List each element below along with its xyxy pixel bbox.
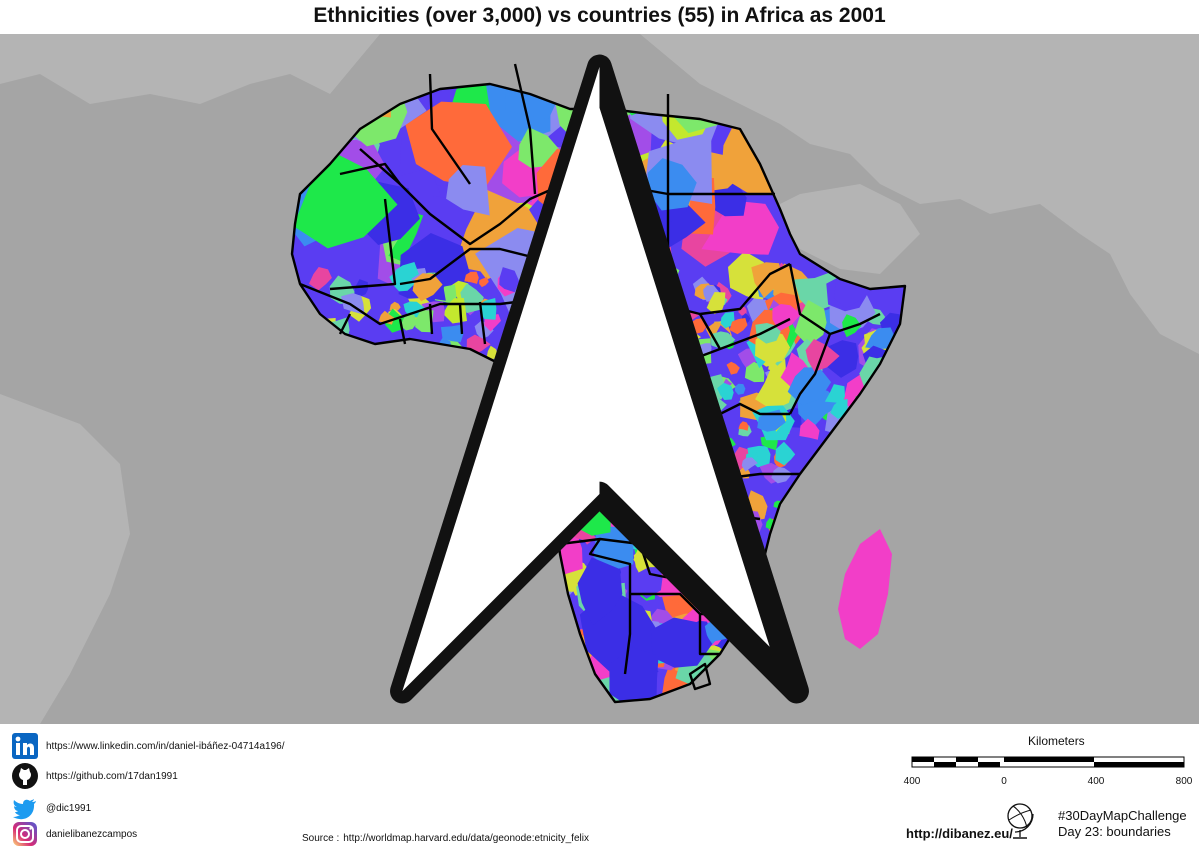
twitter-icon xyxy=(13,799,36,820)
source-citation: Source : http://worldmap.harvard.edu/data… xyxy=(298,833,589,844)
twitter-handle: @dic1991 xyxy=(46,802,92,814)
source-label: Source : xyxy=(302,833,340,844)
scale-label: 400 xyxy=(903,776,921,787)
instagram-handle: danielibanezcampos xyxy=(46,828,138,840)
ethnic-region xyxy=(720,311,735,329)
ethnic-region xyxy=(650,617,713,668)
ethnic-region xyxy=(830,398,848,419)
linkedin-link[interactable]: https://www.linkedin.com/in/daniel-ibáñe… xyxy=(12,732,284,760)
ethnic-region xyxy=(593,525,634,571)
scale-label: 0 xyxy=(1001,776,1007,787)
github-link[interactable]: https://github.com/17dan1991 xyxy=(12,762,178,790)
ethnic-region xyxy=(775,441,796,466)
ethnic-region xyxy=(865,327,897,350)
ethnic-region xyxy=(389,301,401,312)
scale-label: 400 xyxy=(1087,776,1105,787)
ethnic-region xyxy=(486,345,498,360)
ethnic-region xyxy=(415,310,434,333)
globe-icon xyxy=(1007,803,1034,839)
ethnic-region xyxy=(577,557,623,626)
ethnic-region xyxy=(400,314,417,331)
ethnic-region xyxy=(446,165,490,216)
ethnic-region xyxy=(583,514,603,532)
github-url: https://github.com/17dan1991 xyxy=(46,770,178,782)
challenge-day: Day 23: boundaries xyxy=(1058,824,1171,839)
ethnic-region xyxy=(741,457,758,472)
ethnic-region xyxy=(393,262,419,285)
linkedin-icon xyxy=(12,733,38,759)
ethnic-region xyxy=(755,323,781,344)
github-icon xyxy=(12,763,38,789)
madagascar-island xyxy=(838,529,892,649)
ethnic-region xyxy=(309,267,332,291)
ethnic-region xyxy=(464,271,479,284)
ethnic-region xyxy=(824,384,845,404)
ethnic-region xyxy=(699,343,712,355)
scale-bar-graphic xyxy=(911,756,1185,768)
website-link[interactable]: http://dibanez.eu/ xyxy=(906,826,1013,841)
ethnic-region xyxy=(701,201,779,255)
instagram-link[interactable]: danielibanezcampos xyxy=(12,820,137,848)
challenge-hashtag: #30DayMapChallenge xyxy=(1058,808,1187,823)
scale-title: Kilometers xyxy=(1028,734,1085,748)
map-canvas[interactable] xyxy=(0,34,1199,724)
ethnic-region xyxy=(354,279,368,297)
ethnic-region xyxy=(706,292,726,315)
instagram-icon xyxy=(13,822,37,846)
ethnic-region xyxy=(479,277,489,288)
ethnic-region xyxy=(799,418,820,440)
ethnic-region xyxy=(440,324,464,343)
ethnic-region xyxy=(729,318,748,335)
challenge-caption: #30DayMapChallenge Day 23: boundaries xyxy=(1058,808,1187,840)
ethnic-region xyxy=(726,361,740,375)
ethnic-region xyxy=(647,158,697,211)
ethnic-region xyxy=(609,647,659,702)
north-arrow-icon xyxy=(390,54,809,704)
map-title: Ethnicities (over 3,000) vs countries (5… xyxy=(313,4,886,27)
linkedin-url: https://www.linkedin.com/in/daniel-ibáñe… xyxy=(46,740,285,752)
ethnic-region xyxy=(499,267,520,293)
ethnic-region xyxy=(825,340,859,378)
ethnic-region xyxy=(735,383,746,395)
twitter-link[interactable]: @dic1991 xyxy=(12,794,91,822)
source-url[interactable]: http://worldmap.harvard.edu/data/geonode… xyxy=(343,833,589,844)
ethnic-region xyxy=(738,421,749,431)
scale-label: 800 xyxy=(1175,776,1193,787)
ethnic-region xyxy=(794,300,827,346)
surrounding-land xyxy=(0,34,1199,724)
scale-bar: Kilometers 400 0 400 800 xyxy=(900,734,1196,794)
ethnic-region xyxy=(460,283,484,314)
ethnic-region xyxy=(717,382,734,400)
